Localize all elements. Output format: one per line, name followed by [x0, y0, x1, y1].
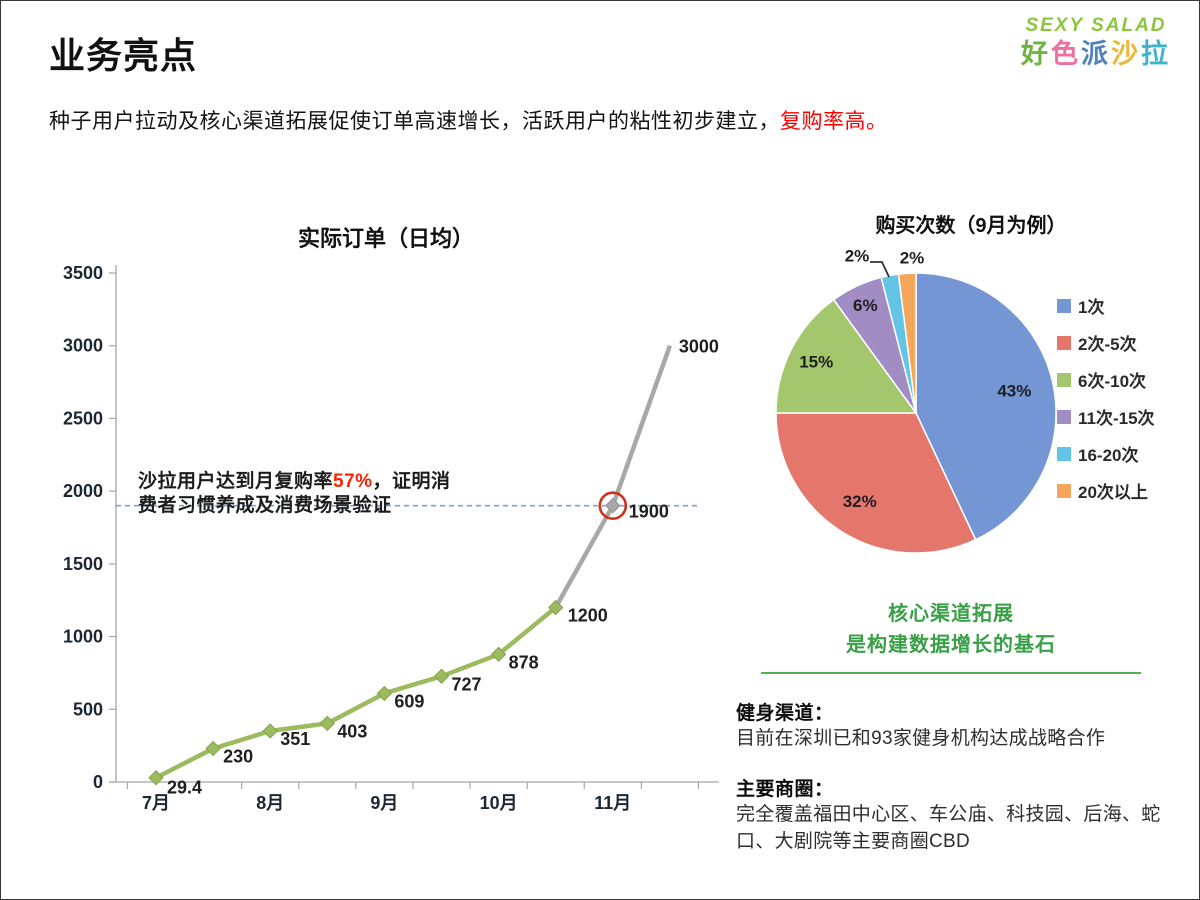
pie-slice	[775, 298, 918, 414]
y-tick-label: 2000	[63, 481, 103, 501]
channel-heading: 主要商圈：	[736, 778, 834, 800]
data-point-marker	[319, 715, 336, 732]
channel-heading: 健身渠道：	[736, 703, 834, 724]
pie-slice	[775, 412, 977, 554]
data-point-marker	[433, 668, 450, 684]
annotation-highlight: 57%	[333, 471, 373, 492]
data-point-marker	[547, 599, 564, 616]
page-subtitle: 种子用户拉动及核心渠道拓展促使订单高速增长，活跃用户的粘性初步建立，复购率高。	[49, 105, 888, 135]
chart-annotation: 沙拉用户达到月复购率57%，证明消 费者习惯养成及消费场景验证	[138, 470, 558, 519]
data-point-marker	[490, 646, 507, 663]
logo-cn-char: 派	[1081, 38, 1111, 69]
logo-cn-char: 色	[1051, 38, 1081, 69]
logo: SEXY SALAD 好色派沙拉	[1021, 15, 1171, 70]
data-point-label: 878	[509, 652, 539, 672]
series-projection-line	[553, 344, 673, 609]
legend-label: 6次-10次	[1078, 372, 1147, 391]
green-heading-line1: 核心渠道拓展	[888, 603, 1014, 625]
x-tick-label: 8月	[256, 793, 284, 813]
logo-cn-char: 拉	[1141, 38, 1171, 69]
legend-swatch	[1057, 372, 1071, 387]
logo-cn-char: 好	[1021, 38, 1051, 69]
legend-label: 11次-15次	[1078, 409, 1155, 428]
legend-item: 2次-5次	[1057, 331, 1155, 354]
y-tick-label: 1000	[63, 627, 103, 647]
data-point-label: 351	[280, 729, 310, 749]
data-point-label: 29.4	[167, 778, 202, 798]
x-tick-label: 11月	[594, 793, 631, 813]
subtitle-highlight: 复购率高。	[780, 110, 888, 133]
pie-percent-label: 2%	[900, 249, 925, 268]
data-point-label: 1200	[568, 605, 608, 625]
pie-percent-label: 43%	[997, 382, 1031, 401]
channel-body: 完全覆盖福田中心区、车公庙、科技园、后海、蛇口、大剧院等主要商圈CBD	[736, 803, 1161, 852]
y-tick-label: 500	[73, 699, 103, 719]
green-heading-line2: 是构建数据增长的基石	[846, 634, 1056, 656]
legend-label: 16-20次	[1078, 446, 1139, 465]
channel-body: 目前在深圳已和93家健身机构达成战略合作	[736, 728, 1106, 749]
logo-cn-char: 沙	[1111, 38, 1141, 69]
legend-label: 2次-5次	[1078, 335, 1137, 354]
data-point-marker	[262, 723, 278, 739]
data-point-label: 609	[394, 691, 424, 711]
legend-label: 20次以上	[1078, 483, 1148, 502]
logo-text-en: SEXY SALAD	[1025, 15, 1167, 36]
y-tick-label: 3000	[63, 336, 103, 356]
legend-item: 6次-10次	[1057, 368, 1155, 391]
legend-item: 16-20次	[1057, 442, 1155, 465]
legend-swatch	[1057, 483, 1071, 498]
x-tick-label: 10月	[480, 793, 518, 813]
data-point-label: 3000	[679, 337, 719, 357]
legend-swatch	[1057, 335, 1071, 350]
pie-percent-label: 32%	[843, 492, 877, 511]
y-tick-label: 0	[93, 772, 103, 792]
x-tick-label: 7月	[142, 793, 170, 813]
logo-text-cn: 好色派沙拉	[1021, 38, 1171, 70]
data-point-label: 403	[337, 721, 367, 741]
green-divider	[761, 672, 1141, 674]
data-point-label: 727	[452, 674, 482, 694]
pie-percent-label: 2%	[845, 247, 870, 266]
pie-legend: 1次 2次-5次 6次-10次 11次-15次 16-20次 20次以上	[1057, 294, 1155, 516]
highlight-red-circle	[598, 491, 628, 520]
pie-slice	[915, 272, 1057, 541]
annotation-text-2: ，证明消	[372, 471, 451, 492]
line-chart-title: 实际订单（日均）	[297, 226, 474, 251]
legend-swatch	[1057, 409, 1071, 424]
legend-label: 1次	[1078, 298, 1105, 317]
data-point-marker	[205, 740, 221, 757]
annotation-text-3: 费者习惯养成及消费场景验证	[138, 495, 392, 517]
annotation-text-1: 沙拉用户达到月复购率	[138, 471, 334, 492]
data-point-marker	[376, 685, 393, 702]
pie-leader-line	[870, 261, 890, 278]
y-tick-label: 1500	[63, 554, 103, 574]
legend-swatch	[1057, 298, 1071, 313]
data-point-marker	[148, 770, 164, 786]
data-point-marker	[605, 497, 621, 514]
legend-item: 20次以上	[1057, 479, 1155, 502]
page-title: 业务亮点	[49, 35, 198, 76]
pie-percent-label: 15%	[799, 353, 833, 372]
pie-percent-label: 6%	[853, 296, 878, 315]
legend-item: 11次-15次	[1057, 405, 1155, 428]
data-point-label: 1900	[629, 502, 669, 522]
pie-slice	[897, 272, 917, 414]
subtitle-main: 种子用户拉动及核心渠道拓展促使订单高速增长，活跃用户的粘性初步建立，	[49, 110, 780, 133]
green-heading: 核心渠道拓展 是构建数据增长的基石	[741, 599, 1161, 674]
x-tick-label: 9月	[370, 793, 398, 813]
legend-swatch	[1057, 446, 1071, 461]
y-tick-label: 3500	[63, 263, 103, 283]
data-point-label: 230	[223, 747, 253, 767]
legend-item: 1次	[1057, 294, 1155, 317]
pie-chart-svg: 43% 32% 15% 6% 2% 2%	[775, 247, 1057, 554]
line-chart-svg: 0 500 1000 1500 2000 2500 3000 3500 7月 8月 9月 10月 11月…	[63, 263, 719, 813]
series-actual-line	[154, 605, 558, 780]
channel-info: 健身渠道： 目前在深圳已和93家健身机构达成战略合作 主要商圈： 完全覆盖福田中心区、…	[736, 698, 1184, 877]
y-tick-label: 2500	[63, 408, 103, 428]
pie-chart-title: 购买次数（9月为例）	[875, 215, 1067, 237]
